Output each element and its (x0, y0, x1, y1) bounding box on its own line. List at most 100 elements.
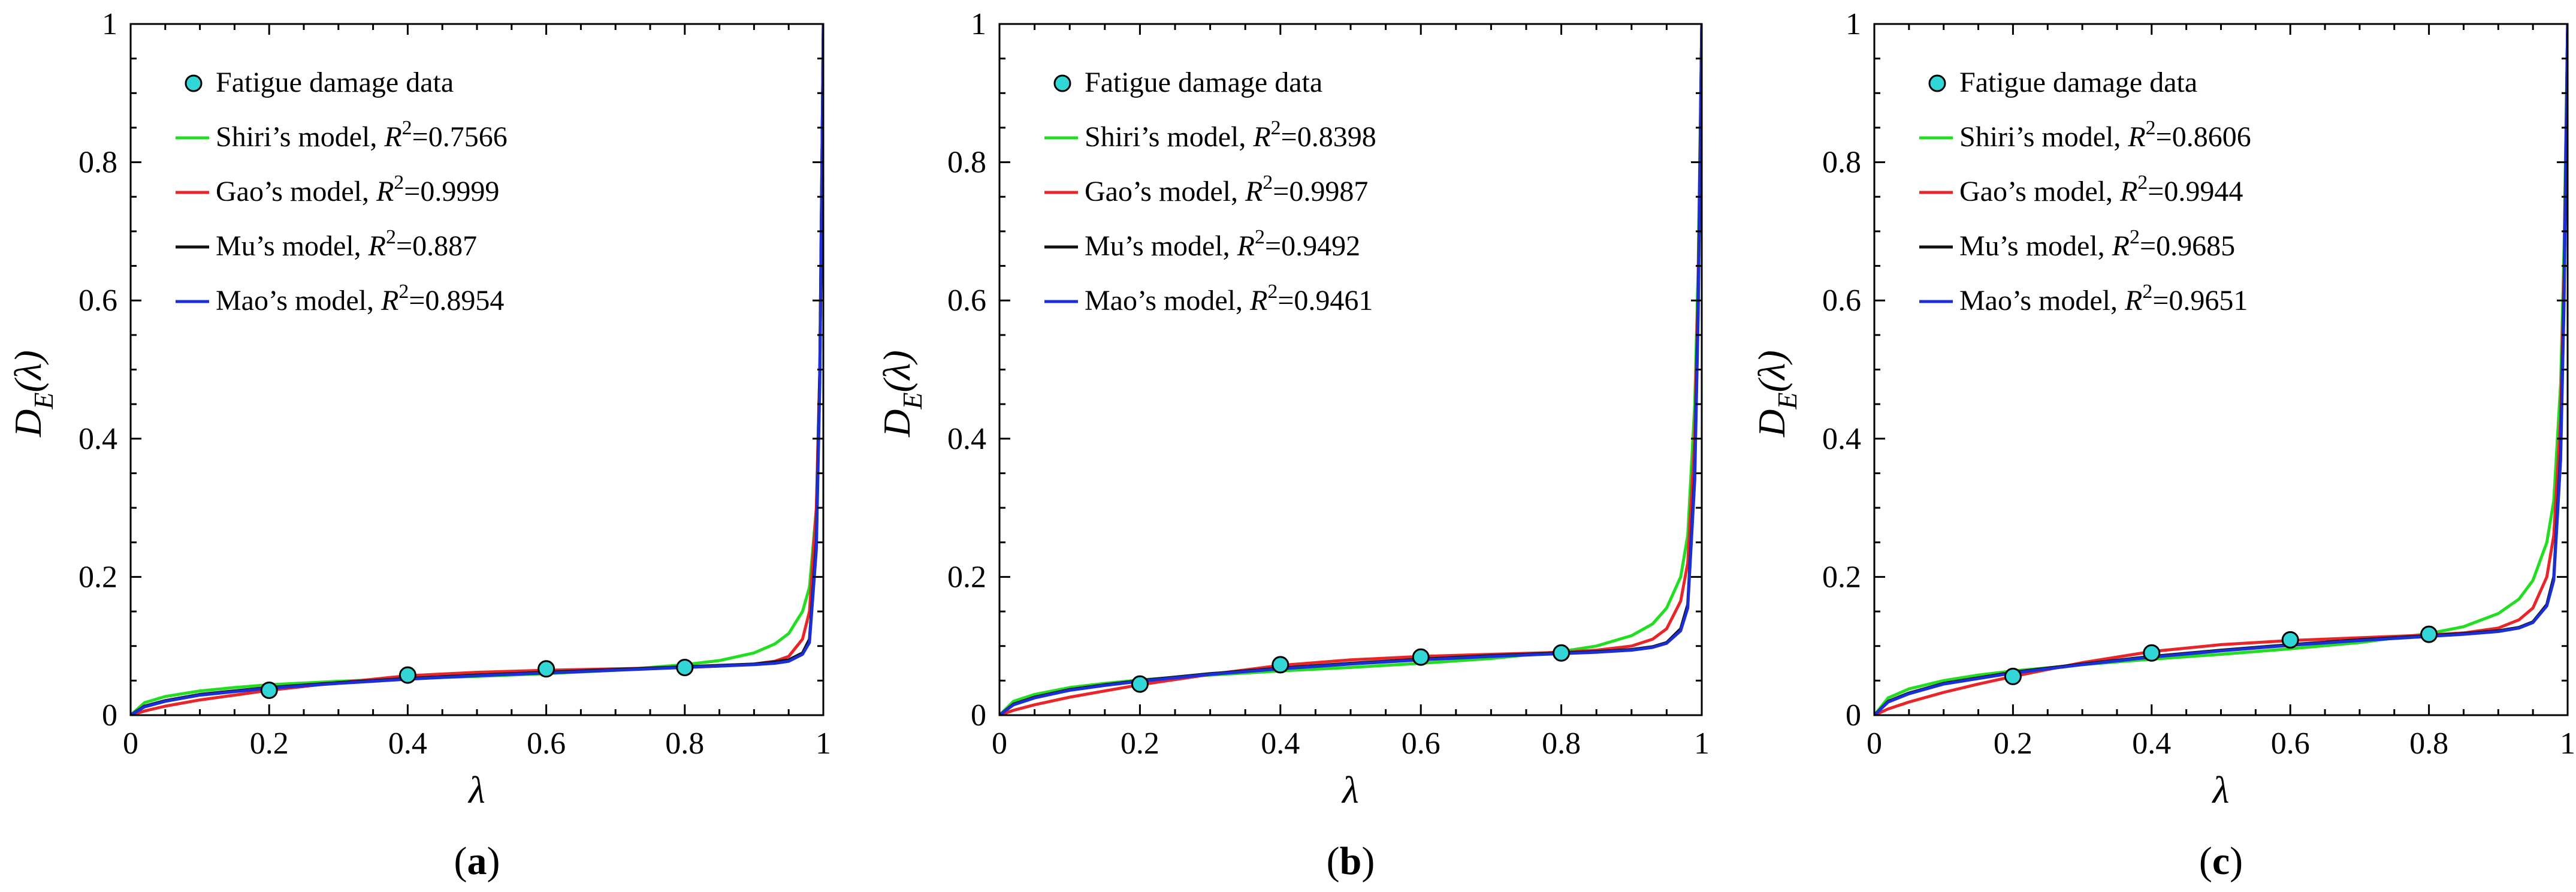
y-axis-title-main: D (7, 409, 49, 438)
x-tick-label: 0.6 (2271, 727, 2310, 761)
y-tick-label: 0.2 (1822, 560, 1861, 594)
legend-r: R (2112, 230, 2130, 262)
y-tick-label: 0 (1846, 698, 1861, 733)
legend-eq: = (2148, 176, 2164, 207)
legend-label: Mao’s model, R2=0.9461 (1085, 281, 1373, 317)
legend-sep: , (2113, 121, 2128, 153)
legend-r: R (2119, 176, 2137, 207)
subfigure-paren-open: ( (1327, 839, 1340, 883)
y-tick-label: 0.8 (78, 146, 117, 180)
legend-eq: = (2152, 285, 2169, 317)
legend-eq: = (409, 285, 425, 317)
legend-sep: , (2106, 176, 2120, 207)
legend-sep: , (370, 121, 384, 153)
y-tick-label: 0.4 (1822, 422, 1861, 456)
legend-sep: , (1236, 285, 1250, 317)
legend-label: Gao’s model, R2=0.9987 (1085, 171, 1368, 207)
legend-r2-value: 0.9685 (2156, 230, 2235, 262)
x-axis-title: λ (467, 769, 485, 811)
legend-model-name: Shiri’s model (1085, 121, 1239, 153)
legend-r2-value: 0.7566 (428, 121, 508, 153)
legend-eq: = (2140, 230, 2156, 262)
legend-eq: = (412, 121, 428, 153)
y-axis-title: DE(λ) (875, 350, 928, 438)
x-tick-label: 0.4 (1261, 727, 1300, 761)
legend-marker-data (185, 74, 203, 92)
data-point (537, 660, 555, 678)
x-tick-label: 0 (1867, 727, 1882, 761)
x-tick-label: 0.4 (388, 727, 427, 761)
legend-model-name: Mu’s model (1085, 230, 1223, 262)
data-point (2004, 667, 2022, 685)
model-curves (999, 24, 1702, 715)
legend-r: R (1249, 285, 1267, 317)
x-axis-title: λ (2212, 769, 2230, 811)
y-tick-label: 0.2 (78, 560, 117, 594)
legend-r-sup: 2 (1267, 281, 1278, 303)
legend-r-sup: 2 (1263, 171, 1273, 194)
legend-marker-data (1928, 74, 1946, 92)
y-axis-title: DE(λ) (1750, 350, 1802, 438)
legend-sep: , (354, 230, 369, 262)
series-line-shiri (1874, 24, 2568, 715)
legend-label: Gao’s model, R2=0.9944 (1959, 171, 2243, 207)
legend-sep: , (1231, 176, 1245, 207)
legend-model-name: Mao’s model (1085, 285, 1236, 317)
legend-model-name: Gao’s model (1959, 176, 2106, 207)
legend-r2-value: 0.9461 (1294, 285, 1373, 317)
legend-label-data: Fatigue damage data (1959, 67, 2197, 98)
y-tick-label: 0 (971, 698, 986, 733)
chart-panel-c: 0 0.2 0.4 0.6 0.8 1 0 0.2 0.4 0.6 0.8 1 λ DE(λ) Fatigu… (1750, 7, 2575, 883)
legend-model-name: Mu’s model (1959, 230, 2098, 262)
x-tick-label: 0.6 (1402, 727, 1440, 761)
series-line-gao (1874, 24, 2568, 715)
subfigure-paren-open: ( (454, 839, 467, 883)
y-tick-label: 0.6 (1822, 284, 1861, 318)
legend-eq: = (2156, 121, 2172, 153)
subfigure-paren-close: ) (2230, 839, 2243, 883)
legend-model-name: Shiri’s model (1959, 121, 2113, 153)
legend-r2-value: 0.9944 (2164, 176, 2243, 207)
legend-r: R (2124, 285, 2142, 317)
subfigure-label: (a) (454, 839, 500, 883)
legend-r2-value: 0.8606 (2172, 121, 2251, 153)
x-tick-label: 0.2 (1121, 727, 1159, 761)
series-line-shiri (999, 24, 1702, 715)
subfigure-letter: a (467, 839, 487, 883)
legend-model-name: Gao’s model (216, 176, 362, 207)
legend-eq: = (1281, 121, 1297, 153)
legend-eq: = (404, 176, 420, 207)
series-line-mao (1874, 24, 2568, 715)
data-point (1131, 675, 1149, 693)
subfigure-label: (c) (2199, 839, 2243, 883)
legend-r-sup: 2 (2130, 226, 2140, 248)
x-tick-label: 1 (1694, 727, 1710, 761)
subfigure-paren-close: ) (1361, 839, 1375, 883)
legend-r2-value: 0.8398 (1297, 121, 1376, 153)
legend-eq: = (1265, 230, 1281, 262)
x-tick-label: 0.8 (2409, 727, 2448, 761)
y-axis-title-main: D (1750, 409, 1793, 438)
legend-r2-value: 0.9492 (1281, 230, 1360, 262)
legend-label: Mao’s model, R2=0.9651 (1959, 281, 2248, 317)
data-point (2143, 644, 2161, 662)
legend-sep: , (1223, 230, 1237, 262)
subfigure-letter: c (2212, 839, 2230, 883)
x-tick-label: 1 (816, 727, 831, 761)
legend-r: R (2127, 121, 2145, 153)
x-tick-label: 0.2 (250, 727, 289, 761)
legend-label: Mu’s model, R2=0.9685 (1959, 226, 2235, 262)
y-tick-label: 0.6 (947, 284, 986, 318)
x-tick-label: 0.8 (665, 727, 704, 761)
legend-label: Mao’s model, R2=0.8954 (216, 281, 504, 317)
legend-r: R (383, 121, 401, 153)
y-tick-label: 0.4 (947, 422, 986, 456)
y-tick-label: 1 (971, 7, 986, 41)
legend-label: Shiri’s model, R2=0.7566 (216, 117, 508, 153)
x-tick-label: 0.8 (1542, 727, 1581, 761)
y-tick-label: 0.2 (947, 560, 986, 594)
legend-model-name: Shiri’s model (216, 121, 370, 153)
